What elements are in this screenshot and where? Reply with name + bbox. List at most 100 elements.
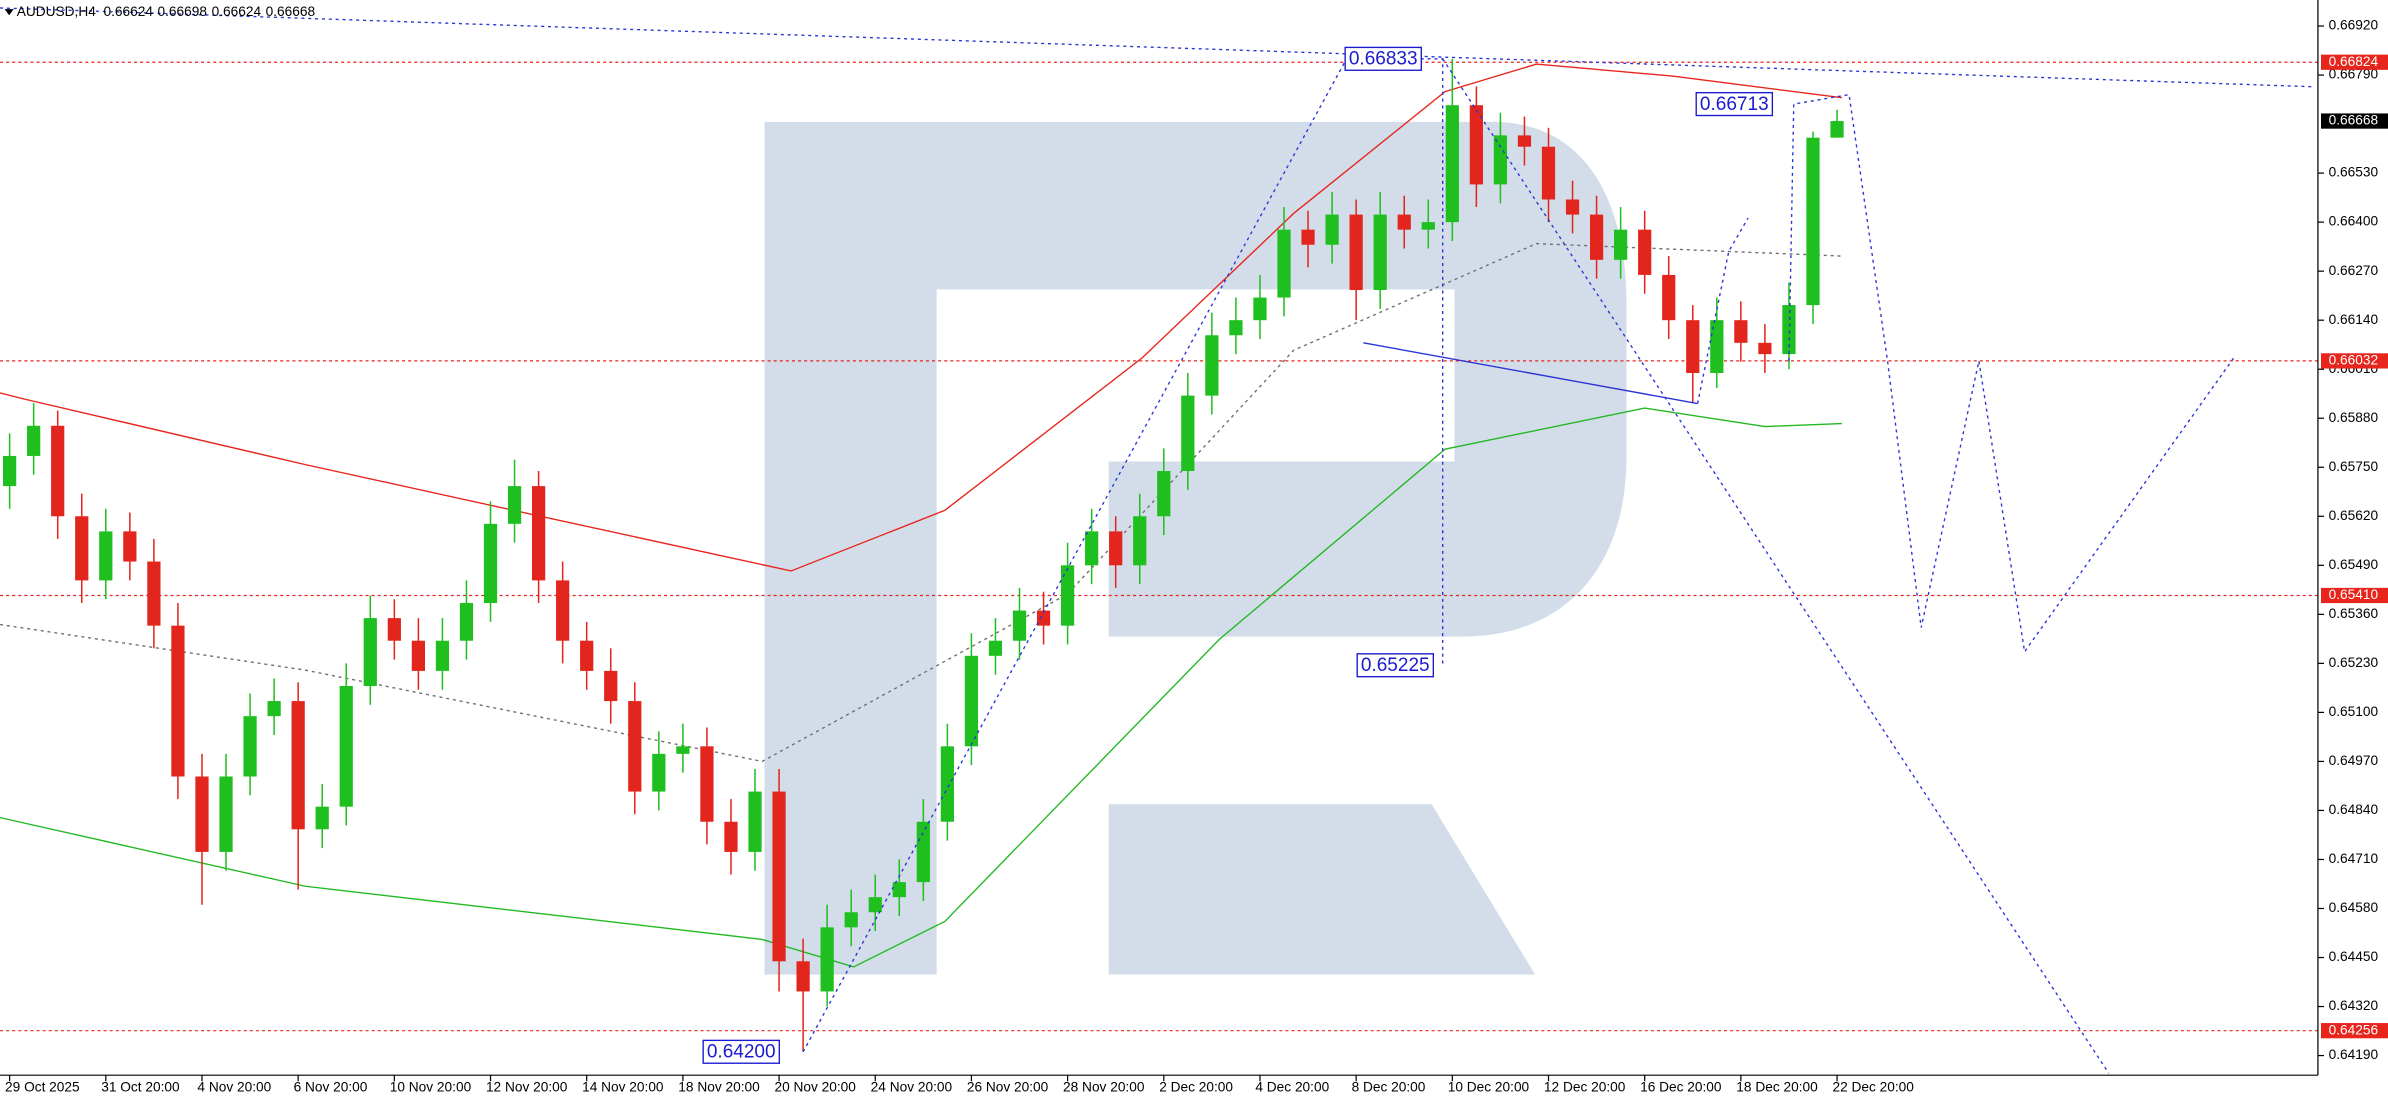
candle-body — [892, 882, 906, 898]
logo-leg — [1108, 804, 1536, 975]
x-tick-label: 20 Nov 20:00 — [774, 1080, 856, 1095]
candle-body — [988, 640, 1003, 656]
y-tick-label: 0.66140 — [2329, 312, 2379, 327]
candle-body — [1421, 222, 1435, 230]
watermark-logo — [764, 121, 1627, 975]
candle-body — [123, 531, 137, 562]
candle-body — [147, 561, 161, 626]
y-tick-label: 0.65750 — [2329, 459, 2379, 474]
candle-body — [1373, 214, 1387, 291]
annotation-box — [1695, 91, 1774, 117]
candle-body — [459, 603, 474, 641]
x-tick-label: 12 Dec 20:00 — [1544, 1080, 1626, 1095]
candle-body — [580, 640, 594, 671]
candle-body — [1758, 342, 1772, 355]
candle-body — [387, 618, 401, 641]
candle-body — [844, 912, 858, 928]
x-tick-label: 2 Dec 20:00 — [1159, 1080, 1233, 1095]
y-tick-label: 0.66920 — [2329, 18, 2379, 33]
candle-body — [1662, 274, 1676, 321]
candle-body — [1830, 121, 1844, 138]
candle-body — [724, 821, 738, 852]
candle-body — [243, 716, 257, 777]
moving-average — [0, 242, 1842, 763]
candle-body — [1517, 135, 1532, 147]
level-price-box — [2320, 1023, 2388, 1039]
annotation-label: 0.66713 — [1700, 94, 1769, 115]
candle-body — [1301, 229, 1315, 245]
candle-body — [964, 655, 979, 747]
y-tick-label: 0.64840 — [2329, 802, 2379, 817]
candle-body — [1493, 135, 1508, 185]
x-tick-label: 10 Dec 20:00 — [1448, 1080, 1530, 1095]
candle-body — [940, 746, 954, 822]
candle-body — [820, 927, 834, 992]
header-text: AUDUSD,H4 0.66624 0.66698 0.66624 0.66668 — [17, 4, 316, 19]
y-tick-label: 0.65880 — [2329, 410, 2379, 425]
level-price-box — [2320, 587, 2388, 604]
candle-body — [291, 701, 305, 830]
candle-body — [51, 425, 65, 517]
forecast-line — [1363, 342, 1698, 405]
candle-body — [1157, 471, 1171, 517]
candle-body — [219, 776, 233, 852]
x-tick-label: 29 Oct 2025 — [5, 1080, 80, 1095]
annotation-label: 0.66833 — [1349, 49, 1418, 70]
candle-body — [628, 701, 642, 792]
candle-body — [1710, 320, 1724, 373]
header-high: 0.66698 — [158, 4, 208, 19]
x-tick-label: 6 Nov 20:00 — [294, 1080, 368, 1095]
y-tick-label: 0.64320 — [2329, 998, 2379, 1013]
header-close: 0.66668 — [266, 4, 316, 19]
logo-body — [764, 121, 1627, 975]
candle-body — [339, 685, 353, 807]
candle-body — [1397, 214, 1411, 230]
header: AUDUSD,H4 0.66624 0.66698 0.66624 0.66668 — [4, 4, 316, 19]
candle-body — [507, 486, 522, 524]
candle-body — [676, 746, 690, 754]
candle-body — [1253, 297, 1267, 321]
candle-body — [531, 486, 546, 581]
candle-body — [483, 523, 498, 604]
candle-body — [868, 897, 882, 913]
candle-body — [1133, 516, 1147, 566]
x-tick-label: 28 Nov 20:00 — [1063, 1080, 1145, 1095]
y-tick-label: 0.65620 — [2329, 508, 2379, 523]
moving-average — [0, 63, 1842, 572]
header-open: 0.66624 — [103, 4, 153, 19]
candle-body — [652, 753, 666, 792]
y-tick-label: 0.66400 — [2329, 214, 2379, 229]
current-price-label: 0.66668 — [2329, 113, 2379, 128]
candle-body — [315, 806, 329, 830]
candle-body — [796, 961, 810, 992]
y-tick-label: 0.64450 — [2329, 949, 2379, 964]
y-tick-label: 0.64970 — [2329, 753, 2379, 768]
candle-body — [1589, 214, 1604, 260]
candle-body — [1806, 137, 1820, 306]
candle-body — [99, 531, 113, 581]
level-price-box — [2320, 54, 2388, 70]
candle-body — [1109, 531, 1123, 566]
candle-body — [171, 625, 185, 777]
moving-average — [0, 407, 1842, 968]
forecast-line — [1696, 217, 1749, 404]
candle-body — [363, 618, 377, 686]
y-tick-label: 0.64580 — [2329, 900, 2379, 915]
x-tick-label: 4 Nov 20:00 — [197, 1080, 271, 1095]
candle-body — [1085, 531, 1099, 566]
x-tick-label: 31 Oct 20:00 — [101, 1080, 180, 1095]
candle-body — [604, 670, 618, 702]
candle-body — [27, 425, 41, 456]
y-tick-label: 0.65490 — [2329, 557, 2379, 572]
annotation-box — [702, 1039, 780, 1064]
y-tick-label: 0.64710 — [2329, 851, 2379, 866]
candle-body — [1205, 335, 1219, 396]
y-tick-label: 0.64190 — [2329, 1047, 2379, 1062]
annotation-box — [1344, 46, 1422, 71]
candle-body — [748, 791, 762, 852]
symbol: AUDUSD,H4 — [17, 4, 96, 19]
candle-body — [3, 455, 17, 487]
